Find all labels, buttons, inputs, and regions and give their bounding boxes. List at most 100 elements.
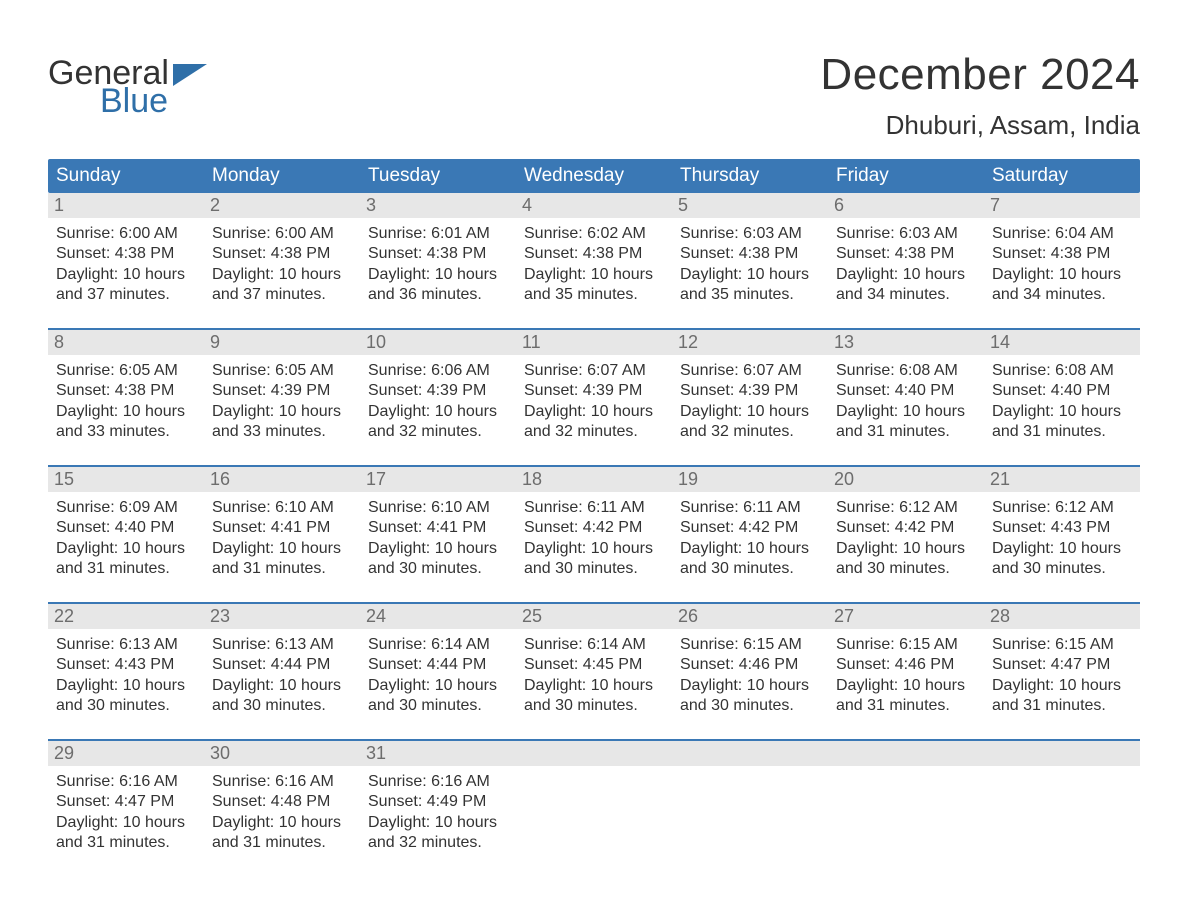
day-number: 19 <box>672 467 828 492</box>
dl2-text: and 32 minutes. <box>368 833 508 853</box>
day-number: 22 <box>48 604 204 629</box>
day-number-row: 891011121314 <box>48 330 1140 355</box>
sunrise-text: Sunrise: 6:12 AM <box>992 498 1132 518</box>
dl1-text: Daylight: 10 hours <box>524 265 664 285</box>
dl1-text: Daylight: 10 hours <box>836 539 976 559</box>
day-number: 6 <box>828 193 984 218</box>
dl1-text: Daylight: 10 hours <box>56 676 196 696</box>
dl2-text: and 30 minutes. <box>524 559 664 579</box>
day-number-row: 22232425262728 <box>48 604 1140 629</box>
sunrise-text: Sunrise: 6:01 AM <box>368 224 508 244</box>
calendar-week: 15161718192021Sunrise: 6:09 AMSunset: 4:… <box>48 465 1140 588</box>
day-cell: Sunrise: 6:15 AMSunset: 4:46 PMDaylight:… <box>672 629 828 725</box>
dl1-text: Daylight: 10 hours <box>680 539 820 559</box>
dl1-text: Daylight: 10 hours <box>56 813 196 833</box>
dl2-text: and 30 minutes. <box>992 559 1132 579</box>
sunset-text: Sunset: 4:41 PM <box>368 518 508 538</box>
calendar-week: 22232425262728Sunrise: 6:13 AMSunset: 4:… <box>48 602 1140 725</box>
day-number: 29 <box>48 741 204 766</box>
day-cell <box>516 766 672 862</box>
day-number-row: 293031 <box>48 741 1140 766</box>
dl1-text: Daylight: 10 hours <box>212 539 352 559</box>
dl1-text: Daylight: 10 hours <box>992 265 1132 285</box>
sunset-text: Sunset: 4:38 PM <box>836 244 976 264</box>
sunset-text: Sunset: 4:40 PM <box>56 518 196 538</box>
day-cell: Sunrise: 6:13 AMSunset: 4:44 PMDaylight:… <box>204 629 360 725</box>
day-header-cell: Saturday <box>984 159 1140 193</box>
dl2-text: and 31 minutes. <box>212 833 352 853</box>
day-cell: Sunrise: 6:06 AMSunset: 4:39 PMDaylight:… <box>360 355 516 451</box>
day-cell: Sunrise: 6:12 AMSunset: 4:42 PMDaylight:… <box>828 492 984 588</box>
day-number: 8 <box>48 330 204 355</box>
day-header-cell: Thursday <box>672 159 828 193</box>
title-block: December 2024 Dhuburi, Assam, India <box>820 50 1140 141</box>
day-number: 17 <box>360 467 516 492</box>
dl2-text: and 30 minutes. <box>524 696 664 716</box>
sunrise-text: Sunrise: 6:13 AM <box>212 635 352 655</box>
day-number: 27 <box>828 604 984 629</box>
dl1-text: Daylight: 10 hours <box>524 676 664 696</box>
sunset-text: Sunset: 4:38 PM <box>992 244 1132 264</box>
sunrise-text: Sunrise: 6:12 AM <box>836 498 976 518</box>
sunrise-text: Sunrise: 6:15 AM <box>992 635 1132 655</box>
location-subtitle: Dhuburi, Assam, India <box>820 110 1140 141</box>
sunset-text: Sunset: 4:40 PM <box>836 381 976 401</box>
sunset-text: Sunset: 4:42 PM <box>836 518 976 538</box>
dl1-text: Daylight: 10 hours <box>368 676 508 696</box>
dl2-text: and 30 minutes. <box>836 559 976 579</box>
sunset-text: Sunset: 4:47 PM <box>992 655 1132 675</box>
sunset-text: Sunset: 4:46 PM <box>680 655 820 675</box>
day-cell: Sunrise: 6:04 AMSunset: 4:38 PMDaylight:… <box>984 218 1140 314</box>
sunset-text: Sunset: 4:39 PM <box>524 381 664 401</box>
sunrise-text: Sunrise: 6:11 AM <box>524 498 664 518</box>
dl1-text: Daylight: 10 hours <box>368 813 508 833</box>
dl2-text: and 30 minutes. <box>212 696 352 716</box>
day-number: 11 <box>516 330 672 355</box>
sunset-text: Sunset: 4:45 PM <box>524 655 664 675</box>
sunset-text: Sunset: 4:42 PM <box>680 518 820 538</box>
day-header-cell: Monday <box>204 159 360 193</box>
day-cell <box>828 766 984 862</box>
day-cell: Sunrise: 6:15 AMSunset: 4:46 PMDaylight:… <box>828 629 984 725</box>
day-cell: Sunrise: 6:13 AMSunset: 4:43 PMDaylight:… <box>48 629 204 725</box>
sunset-text: Sunset: 4:40 PM <box>992 381 1132 401</box>
dl2-text: and 31 minutes. <box>212 559 352 579</box>
sunrise-text: Sunrise: 6:07 AM <box>680 361 820 381</box>
day-cell: Sunrise: 6:02 AMSunset: 4:38 PMDaylight:… <box>516 218 672 314</box>
day-number: 31 <box>360 741 516 766</box>
dl2-text: and 37 minutes. <box>212 285 352 305</box>
calendar-week: 891011121314Sunrise: 6:05 AMSunset: 4:38… <box>48 328 1140 451</box>
sunset-text: Sunset: 4:38 PM <box>680 244 820 264</box>
day-cell: Sunrise: 6:00 AMSunset: 4:38 PMDaylight:… <box>204 218 360 314</box>
dl1-text: Daylight: 10 hours <box>836 676 976 696</box>
dl1-text: Daylight: 10 hours <box>56 402 196 422</box>
day-cell: Sunrise: 6:16 AMSunset: 4:49 PMDaylight:… <box>360 766 516 862</box>
day-cell: Sunrise: 6:12 AMSunset: 4:43 PMDaylight:… <box>984 492 1140 588</box>
dl2-text: and 30 minutes. <box>680 559 820 579</box>
sunrise-text: Sunrise: 6:03 AM <box>680 224 820 244</box>
sunset-text: Sunset: 4:38 PM <box>368 244 508 264</box>
day-number: 2 <box>204 193 360 218</box>
day-cell: Sunrise: 6:11 AMSunset: 4:42 PMDaylight:… <box>516 492 672 588</box>
day-cell: Sunrise: 6:09 AMSunset: 4:40 PMDaylight:… <box>48 492 204 588</box>
day-header-cell: Friday <box>828 159 984 193</box>
day-cell: Sunrise: 6:10 AMSunset: 4:41 PMDaylight:… <box>360 492 516 588</box>
day-cell <box>984 766 1140 862</box>
sunrise-text: Sunrise: 6:10 AM <box>212 498 352 518</box>
dl2-text: and 32 minutes. <box>524 422 664 442</box>
day-header-row: Sunday Monday Tuesday Wednesday Thursday… <box>48 159 1140 193</box>
day-header-cell: Tuesday <box>360 159 516 193</box>
day-number <box>984 741 1140 766</box>
sunrise-text: Sunrise: 6:14 AM <box>524 635 664 655</box>
day-cell: Sunrise: 6:05 AMSunset: 4:39 PMDaylight:… <box>204 355 360 451</box>
sunrise-text: Sunrise: 6:00 AM <box>212 224 352 244</box>
day-cell: Sunrise: 6:03 AMSunset: 4:38 PMDaylight:… <box>828 218 984 314</box>
day-number: 20 <box>828 467 984 492</box>
day-header-cell: Wednesday <box>516 159 672 193</box>
sunset-text: Sunset: 4:38 PM <box>56 381 196 401</box>
dl2-text: and 33 minutes. <box>56 422 196 442</box>
dl1-text: Daylight: 10 hours <box>992 676 1132 696</box>
dl1-text: Daylight: 10 hours <box>56 539 196 559</box>
dl1-text: Daylight: 10 hours <box>212 265 352 285</box>
day-number: 28 <box>984 604 1140 629</box>
